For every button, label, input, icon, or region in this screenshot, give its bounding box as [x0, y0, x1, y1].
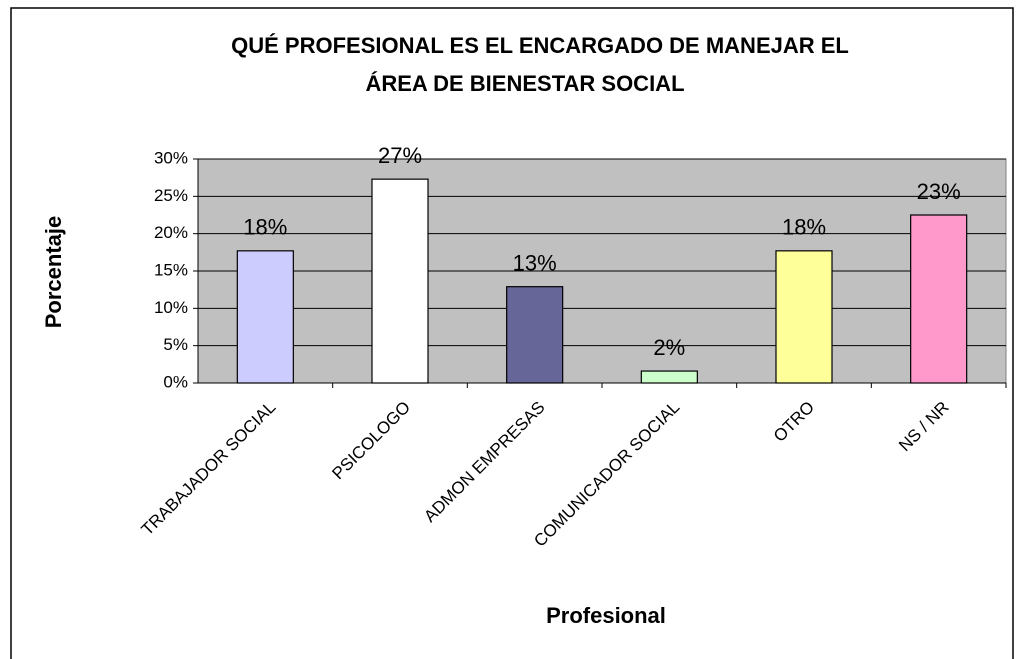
data-label: 23%	[917, 179, 961, 204]
data-label: 18%	[243, 215, 287, 240]
chart-title: ÁREA DE BIENESTAR SOCIAL	[365, 71, 684, 96]
y-axis-label: Porcentaje	[41, 216, 66, 329]
chart-title: QUÉ PROFESIONAL ES EL ENCARGADO DE MANEJ…	[231, 33, 849, 58]
data-label: 27%	[378, 143, 422, 168]
y-tick-label: 10%	[154, 298, 188, 317]
y-tick-label: 5%	[163, 335, 188, 354]
bar	[910, 214, 968, 384]
data-label: 18%	[782, 215, 826, 240]
y-tick-label: 15%	[154, 260, 188, 279]
bar	[506, 286, 564, 384]
data-label: 2%	[653, 335, 685, 360]
y-tick-label: 30%	[154, 148, 188, 167]
bar	[371, 178, 429, 384]
data-label: 13%	[513, 250, 557, 275]
y-tick-label: 20%	[154, 223, 188, 242]
bar	[775, 250, 833, 384]
x-axis-label: Profesional	[546, 603, 666, 628]
y-tick-label: 25%	[154, 186, 188, 205]
bar	[236, 250, 294, 384]
y-tick-label: 0%	[163, 372, 188, 391]
bar	[640, 370, 698, 384]
